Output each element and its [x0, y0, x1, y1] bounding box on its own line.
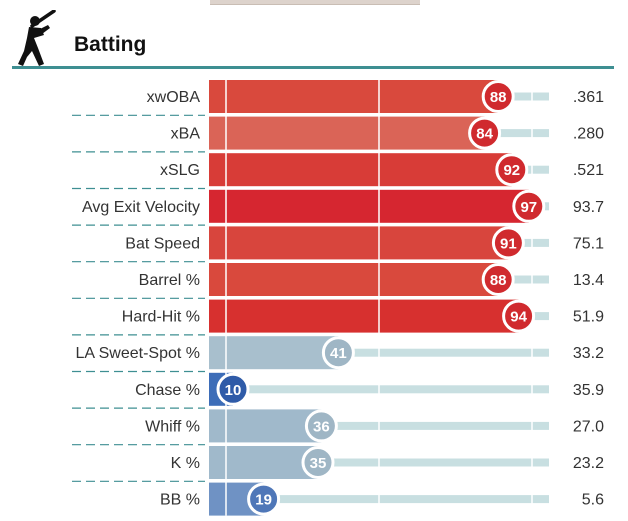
percentile-badge — [301, 446, 335, 479]
metric-label: Barrel % — [139, 272, 200, 289]
percentile-badge — [304, 409, 338, 443]
metric-value: 13.4 — [573, 272, 604, 289]
metric-label: xSLG — [160, 162, 200, 179]
metric-label: BB % — [160, 492, 200, 509]
metric-label: Hard-Hit % — [122, 309, 200, 326]
batter-silhouette-icon — [18, 10, 56, 66]
bar — [209, 299, 519, 333]
metric-value: 93.7 — [573, 199, 604, 216]
metric-value: 51.9 — [573, 309, 604, 326]
bar — [209, 263, 499, 296]
bar — [209, 336, 339, 370]
percentile-value: 88 — [490, 89, 507, 106]
percentile-value: 91 — [500, 235, 517, 252]
metric-label: Avg Exit Velocity — [82, 199, 200, 216]
percentile-badge — [481, 80, 515, 113]
metric-value: 75.1 — [573, 235, 604, 252]
percentile-badge — [491, 226, 525, 260]
bar — [209, 80, 499, 113]
bar — [209, 409, 322, 443]
bar — [209, 189, 529, 223]
metric-label: xwOBA — [147, 89, 201, 106]
percentile-value: 19 — [255, 492, 272, 509]
percentile-value: 97 — [520, 199, 537, 216]
percentile-badge — [247, 482, 281, 516]
percentile-value: 10 — [225, 382, 242, 399]
metric-label: Bat Speed — [125, 235, 200, 252]
percentile-value: 84 — [476, 126, 493, 143]
percentile-badge — [512, 189, 546, 223]
percentile-badge — [321, 336, 355, 370]
percentile-value: 35 — [310, 455, 327, 472]
section-header: Batting — [0, 0, 628, 70]
percentile-badge — [502, 299, 536, 333]
metric-label: Chase % — [135, 382, 200, 399]
metric-value: 33.2 — [573, 345, 604, 362]
percentile-badge — [216, 372, 250, 406]
percentile-value: 41 — [330, 345, 347, 362]
metric-label: xBA — [171, 126, 201, 143]
metric-value: 27.0 — [573, 418, 604, 435]
percentile-value: 88 — [490, 272, 507, 289]
header-rule — [12, 66, 614, 69]
percentile-value: 36 — [313, 418, 330, 435]
metric-label: Whiff % — [145, 418, 200, 435]
percentile-value: 94 — [510, 309, 527, 326]
metric-label: K % — [171, 455, 200, 472]
metric-value: 35.9 — [573, 382, 604, 399]
percentile-value: 92 — [503, 162, 520, 179]
metric-value: .521 — [573, 162, 604, 179]
percentile-badge — [495, 153, 529, 187]
section-title: Batting — [74, 33, 147, 56]
percentile-badge — [468, 116, 502, 150]
metric-value: 23.2 — [573, 455, 604, 472]
metric-value: 5.6 — [582, 492, 604, 509]
bar — [209, 446, 318, 479]
bar — [209, 116, 485, 150]
percentile-badge — [481, 263, 515, 296]
bar — [209, 226, 509, 260]
metric-label: LA Sweet-Spot % — [75, 345, 200, 362]
metric-value: .280 — [573, 126, 604, 143]
metric-value: .361 — [573, 89, 604, 106]
bar — [209, 153, 512, 187]
top-divider — [210, 0, 420, 5]
